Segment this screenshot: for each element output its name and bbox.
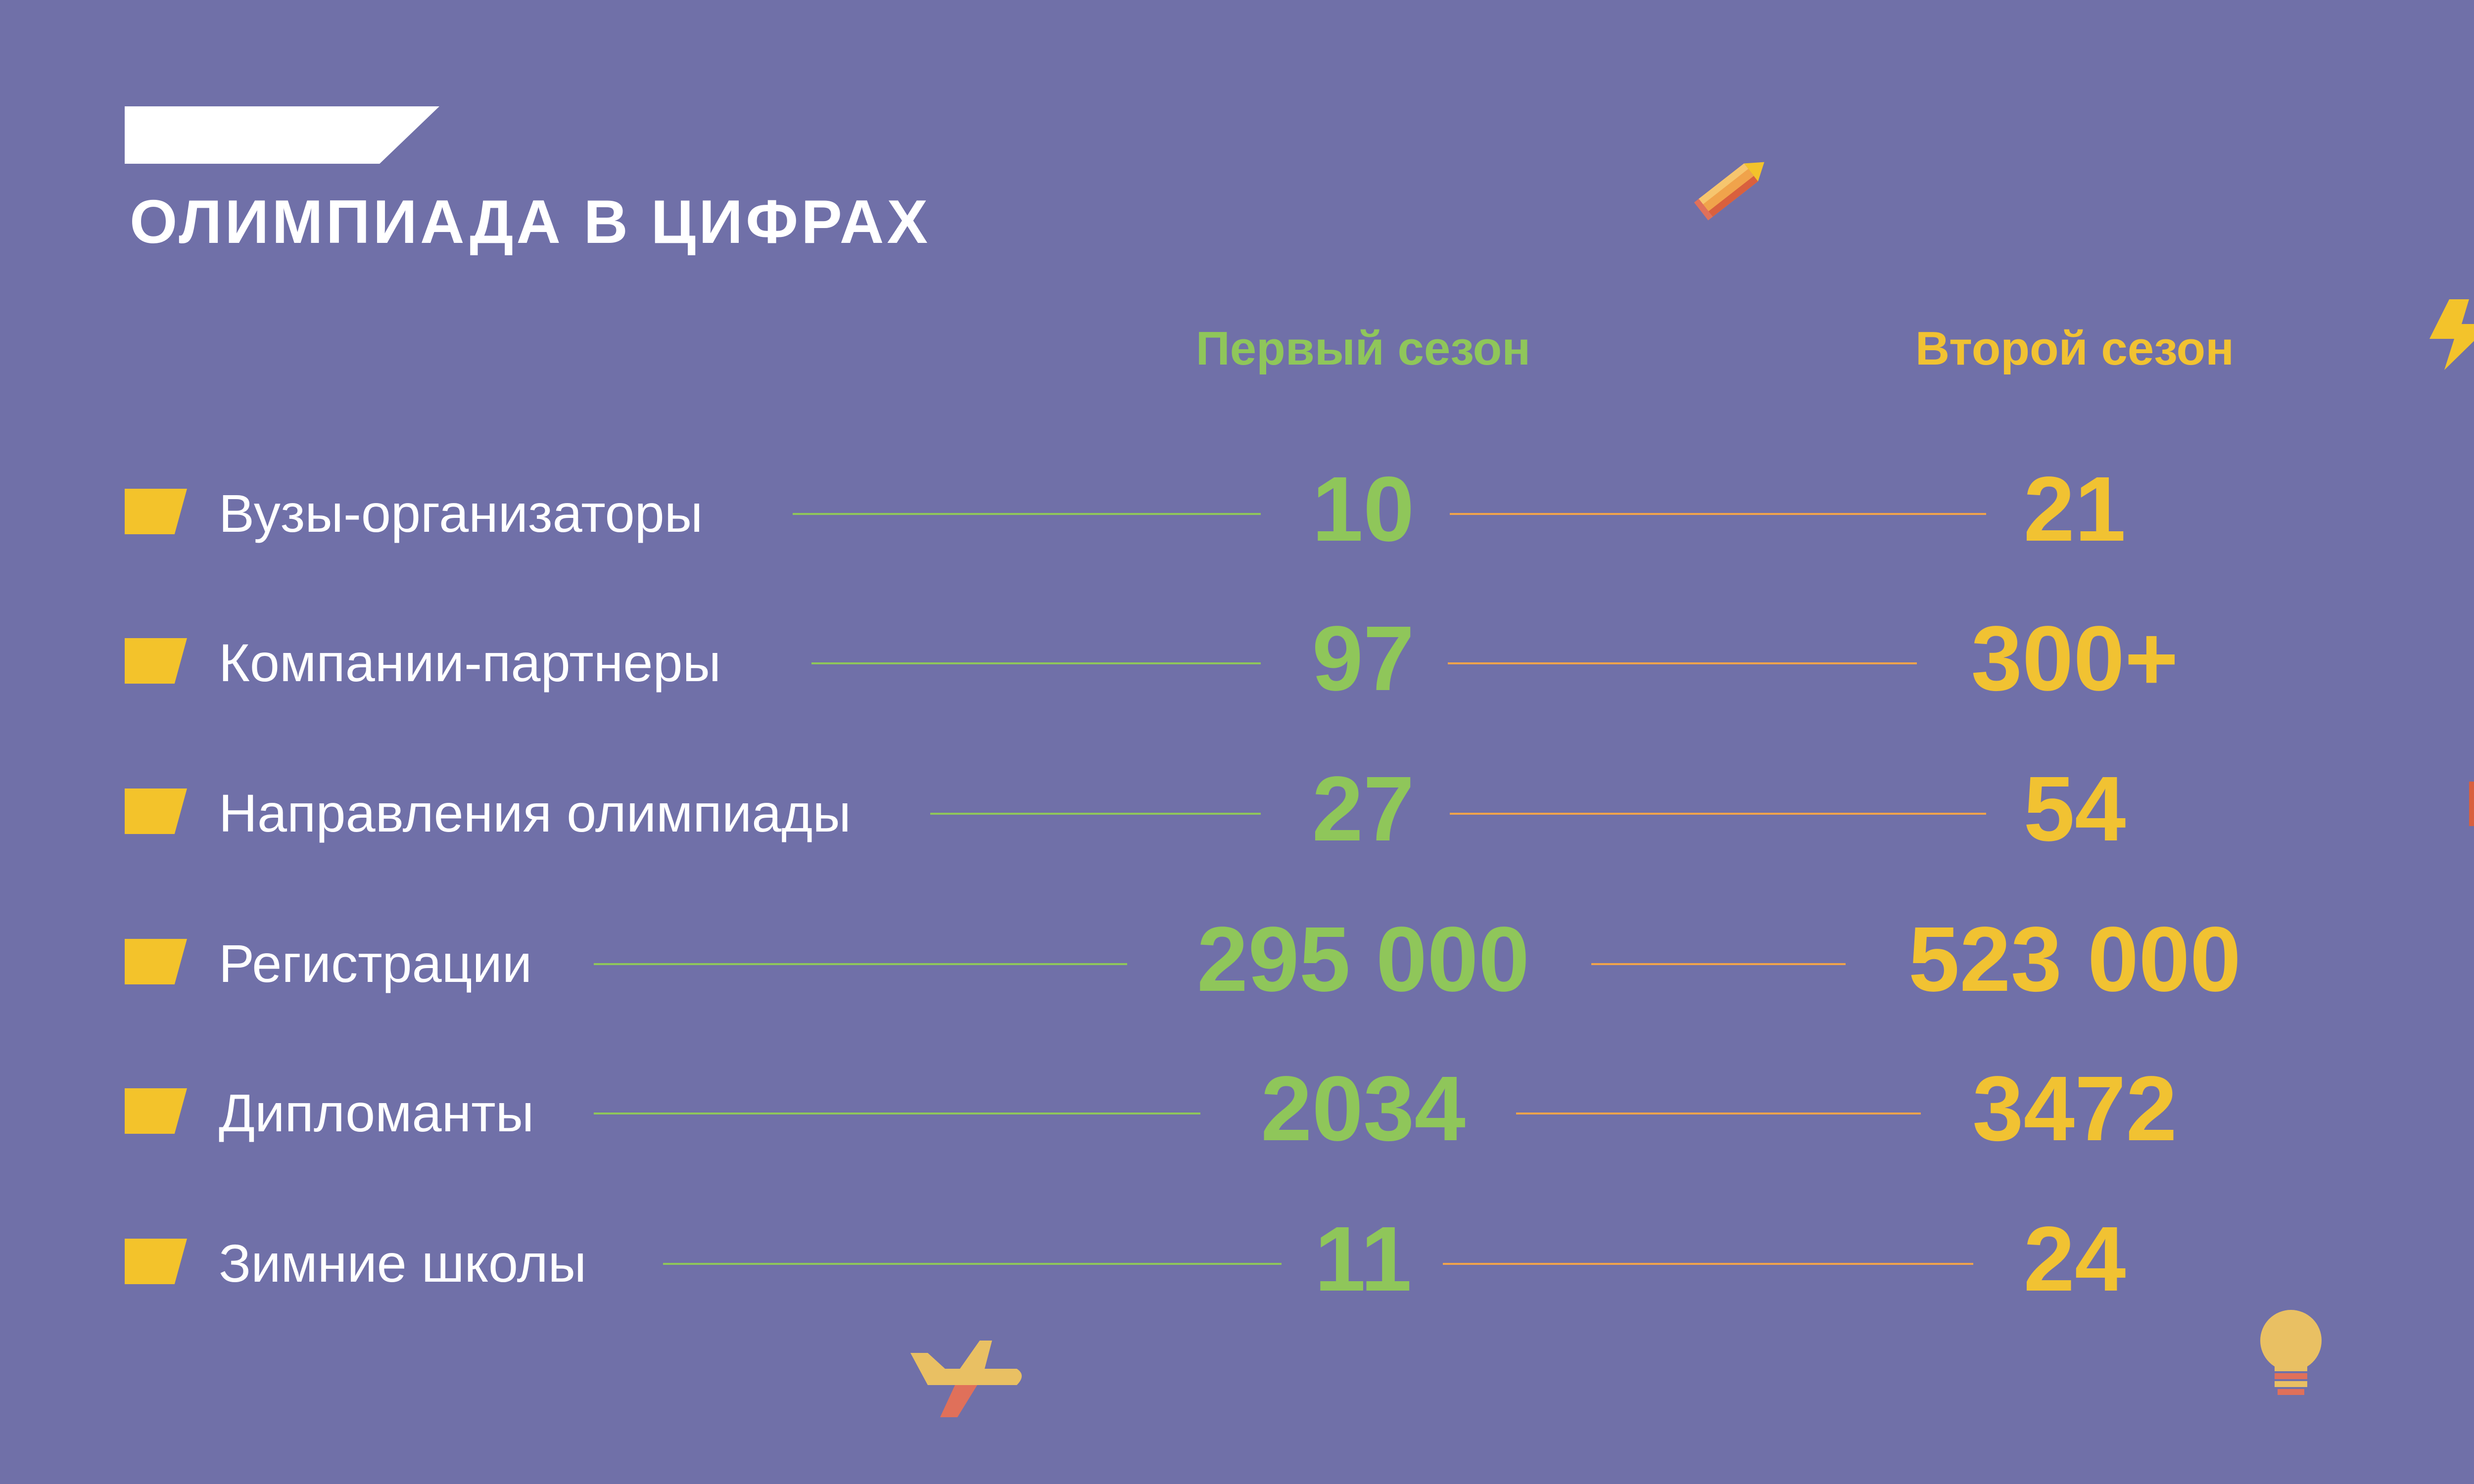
connector-line-first bbox=[930, 813, 1261, 815]
connector-line-second bbox=[1516, 1113, 1921, 1114]
lightning-icon bbox=[2429, 299, 2474, 370]
connector-line-second bbox=[1448, 662, 1917, 664]
bullet-icon bbox=[125, 638, 187, 684]
bullet-icon bbox=[125, 788, 187, 834]
connector-line-first bbox=[811, 662, 1261, 664]
stat-value-second-season: 523 000 bbox=[1908, 908, 2241, 1011]
stat-label: Регистрации bbox=[219, 933, 532, 993]
bullet-icon bbox=[125, 939, 187, 984]
stat-label: Зимние школы bbox=[219, 1233, 587, 1293]
pencil-icon bbox=[1694, 162, 1764, 221]
stat-value-first-season: 295 000 bbox=[1196, 908, 1530, 1011]
bullet-icon bbox=[125, 1088, 187, 1134]
stat-label: Дипломанты bbox=[219, 1083, 534, 1143]
stat-value-second-season: 24 bbox=[2023, 1208, 2126, 1310]
stat-value-first-season: 10 bbox=[1312, 458, 1415, 560]
stat-label: Направления олимпиады bbox=[219, 783, 851, 843]
connector-line-first bbox=[594, 963, 1127, 965]
stat-value-second-season: 3472 bbox=[1972, 1058, 2177, 1160]
stat-value-second-season: 21 bbox=[2023, 458, 2126, 560]
bullet-icon bbox=[125, 489, 187, 534]
stat-value-second-season: 54 bbox=[2023, 758, 2126, 860]
stat-row-directions: Направления олимпиады 27 54 bbox=[0, 755, 2474, 859]
stat-value-first-season: 11 bbox=[1314, 1208, 1412, 1310]
column-header-first-season: Первый сезон bbox=[1195, 322, 1531, 375]
connector-line-second bbox=[1591, 963, 1846, 965]
stat-value-first-season: 27 bbox=[1312, 758, 1415, 860]
title-accent-bar bbox=[125, 106, 439, 164]
page-title: ОЛИМПИАДА В ЦИФРАХ bbox=[130, 188, 931, 256]
stat-row-universities: Вузы-организаторы 10 21 bbox=[0, 455, 2474, 559]
stat-label: Компании-партнеры bbox=[219, 633, 721, 693]
thumbs-up-icon bbox=[2469, 782, 2474, 826]
stat-value-second-season: 300+ bbox=[1971, 607, 2179, 710]
lightbulb-icon bbox=[2260, 1310, 2322, 1395]
column-header-second-season: Второй сезон bbox=[1915, 322, 2235, 375]
connector-line-first bbox=[793, 513, 1261, 515]
connector-line-second bbox=[1450, 513, 1986, 515]
connector-line-first bbox=[594, 1113, 1200, 1114]
connector-line-first bbox=[663, 1263, 1282, 1265]
stat-value-first-season: 97 bbox=[1312, 607, 1415, 710]
stat-row-registrations: Регистрации 295 000 523 000 bbox=[0, 905, 2474, 1009]
connector-line-second bbox=[1443, 1263, 1973, 1265]
connector-line-second bbox=[1450, 813, 1986, 815]
stat-label: Вузы-организаторы bbox=[219, 483, 703, 543]
stat-value-first-season: 2034 bbox=[1261, 1058, 1466, 1160]
bullet-icon bbox=[125, 1239, 187, 1284]
airplane-icon bbox=[910, 1341, 1022, 1417]
stat-row-diploma-winners: Дипломанты 2034 3472 bbox=[0, 1055, 2474, 1159]
stat-row-partners: Компании-партнеры 97 300+ bbox=[0, 604, 2474, 708]
stat-row-winter-schools: Зимние школы 11 24 bbox=[0, 1205, 2474, 1309]
